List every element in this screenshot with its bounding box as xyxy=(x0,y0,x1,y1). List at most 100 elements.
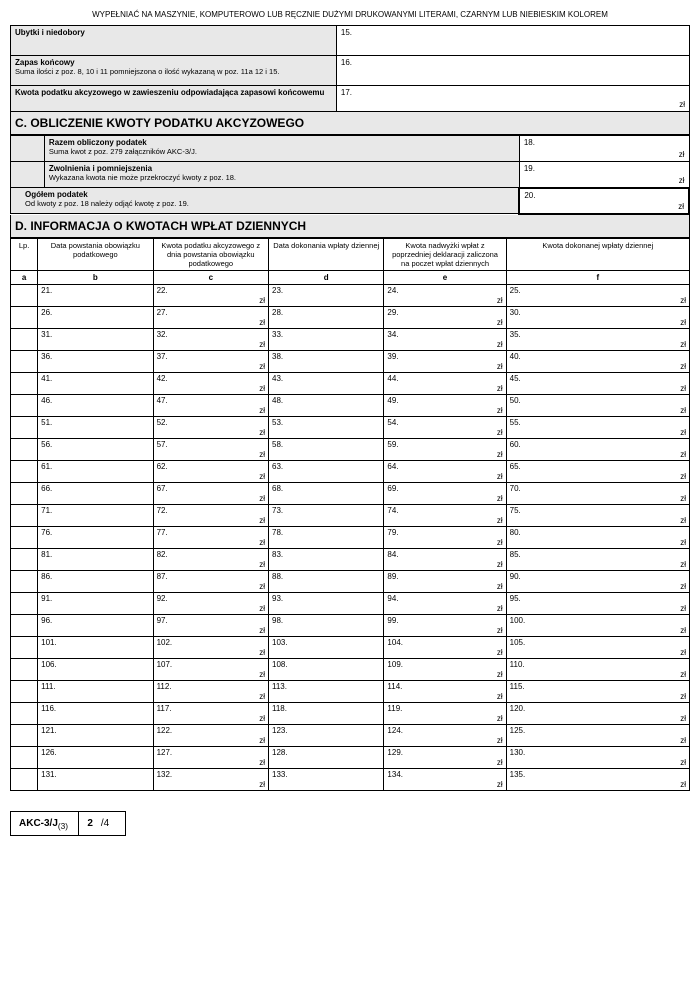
cell-e: 54.zł xyxy=(384,416,506,438)
th-b: Data powstania obowiązku podatkowego xyxy=(38,238,153,270)
table-row: 76.77.zł78.79.zł80.zł xyxy=(11,526,690,548)
col-a: a xyxy=(11,270,38,284)
table-row: 101.102.zł103.104.zł105.zł xyxy=(11,636,690,658)
cell-b: 121. xyxy=(38,724,153,746)
cell-d: 68. xyxy=(269,482,384,504)
cell-e: 79.zł xyxy=(384,526,506,548)
cell-c: 37.zł xyxy=(153,350,268,372)
cell-e: 94.zł xyxy=(384,592,506,614)
cell-b: 116. xyxy=(38,702,153,724)
cell-e: 34.zł xyxy=(384,328,506,350)
form-code: AKC-3/J(3) xyxy=(11,815,76,834)
cell-b: 106. xyxy=(38,658,153,680)
cell-e: 84.zł xyxy=(384,548,506,570)
field-15: 15. xyxy=(341,28,352,37)
cell-f: 55.zł xyxy=(506,416,689,438)
section-d-table: Lp. Data powstania obowiązku podatkowego… xyxy=(10,238,690,791)
cell-c: 72.zł xyxy=(153,504,268,526)
cell-f: 50.zł xyxy=(506,394,689,416)
cell-d: 33. xyxy=(269,328,384,350)
cell-f: 45.zł xyxy=(506,372,689,394)
col-c: c xyxy=(153,270,268,284)
section-d-header: D. INFORMACJA O KWOTACH WPŁAT DZIENNYCH xyxy=(10,215,690,238)
th-c: Kwota podatku akcyzowego z dnia powstani… xyxy=(153,238,268,270)
cell-d: 48. xyxy=(269,394,384,416)
cell-f: 105.zł xyxy=(506,636,689,658)
cell-b: 61. xyxy=(38,460,153,482)
cell-f: 135.zł xyxy=(506,768,689,790)
cell-c: 62.zł xyxy=(153,460,268,482)
cell-b: 81. xyxy=(38,548,153,570)
cell-c: 132.zł xyxy=(153,768,268,790)
cell-d: 38. xyxy=(269,350,384,372)
cell-f: 120.zł xyxy=(506,702,689,724)
cell-d: 63. xyxy=(269,460,384,482)
cell-e: 119.zł xyxy=(384,702,506,724)
ogolem-sub: Od kwoty z poz. 18 należy odjąć kwotę z … xyxy=(25,199,189,208)
cell-e: 24.zł xyxy=(384,284,506,306)
cell-c: 127.zł xyxy=(153,746,268,768)
th-f: Kwota dokonanej wpłaty dziennej xyxy=(506,238,689,270)
cell-b: 41. xyxy=(38,372,153,394)
cell-e: 99.zł xyxy=(384,614,506,636)
cell-d: 103. xyxy=(269,636,384,658)
table-row: 116.117.zł118.119.zł120.zł xyxy=(11,702,690,724)
cell-c: 52.zł xyxy=(153,416,268,438)
zl-18: zł xyxy=(679,150,685,159)
cell-c: 112.zł xyxy=(153,680,268,702)
col-f: f xyxy=(506,270,689,284)
cell-c: 27.zł xyxy=(153,306,268,328)
cell-f: 95.zł xyxy=(506,592,689,614)
cell-e: 89.zł xyxy=(384,570,506,592)
zwol-label: Zwolnienia i pomniejszenia xyxy=(49,164,152,173)
table-row: 131.132.zł133.134.zł135.zł xyxy=(11,768,690,790)
cell-c: 117.zł xyxy=(153,702,268,724)
table-row: 91.92.zł93.94.zł95.zł xyxy=(11,592,690,614)
cell-f: 80.zł xyxy=(506,526,689,548)
table-row: 126.127.zł128.129.zł130.zł xyxy=(11,746,690,768)
cell-d: 53. xyxy=(269,416,384,438)
field-19: 19. xyxy=(524,164,535,173)
col-e: e xyxy=(384,270,506,284)
table-row: 66.67.zł68.69.zł70.zł xyxy=(11,482,690,504)
cell-c: 22.zł xyxy=(153,284,268,306)
cell-b: 21. xyxy=(38,284,153,306)
cell-c: 87.zł xyxy=(153,570,268,592)
cell-d: 88. xyxy=(269,570,384,592)
cell-d: 108. xyxy=(269,658,384,680)
table-row: 86.87.zł88.89.zł90.zł xyxy=(11,570,690,592)
section-c-table: Razem obliczony podatek Suma kwot z poz.… xyxy=(10,135,690,215)
zl-17: zł xyxy=(679,100,685,109)
cell-e: 44.zł xyxy=(384,372,506,394)
zwol-sub: Wykazana kwota nie może przekroczyć kwot… xyxy=(49,173,236,182)
table-row: 111.112.zł113.114.zł115.zł xyxy=(11,680,690,702)
cell-c: 97.zł xyxy=(153,614,268,636)
col-d: d xyxy=(269,270,384,284)
cell-d: 43. xyxy=(269,372,384,394)
cell-c: 67.zł xyxy=(153,482,268,504)
cell-f: 90.zł xyxy=(506,570,689,592)
cell-f: 25.zł xyxy=(506,284,689,306)
field-20: 20. xyxy=(524,191,535,200)
kwota-zaw-label: Kwota podatku akcyzowego w zawieszeniu o… xyxy=(15,88,324,97)
zapas-label: Zapas końcowy xyxy=(15,58,75,67)
th-e: Kwota nadwyżki wpłat z poprzedniej dekla… xyxy=(384,238,506,270)
cell-d: 58. xyxy=(269,438,384,460)
cell-b: 131. xyxy=(38,768,153,790)
cell-d: 133. xyxy=(269,768,384,790)
table-row: 21.22.zł23.24.zł25.zł xyxy=(11,284,690,306)
cell-c: 82.zł xyxy=(153,548,268,570)
page-number: 2/4 xyxy=(78,812,125,835)
cell-e: 49.zł xyxy=(384,394,506,416)
cell-d: 98. xyxy=(269,614,384,636)
cell-b: 86. xyxy=(38,570,153,592)
cell-b: 26. xyxy=(38,306,153,328)
table-row: 41.42.zł43.44.zł45.zł xyxy=(11,372,690,394)
field-16: 16. xyxy=(341,58,352,67)
cell-f: 130.zł xyxy=(506,746,689,768)
cell-f: 100.zł xyxy=(506,614,689,636)
cell-b: 51. xyxy=(38,416,153,438)
table-row: 61.62.zł63.64.zł65.zł xyxy=(11,460,690,482)
cell-c: 32.zł xyxy=(153,328,268,350)
ubytki-label: Ubytki i niedobory xyxy=(15,28,85,37)
